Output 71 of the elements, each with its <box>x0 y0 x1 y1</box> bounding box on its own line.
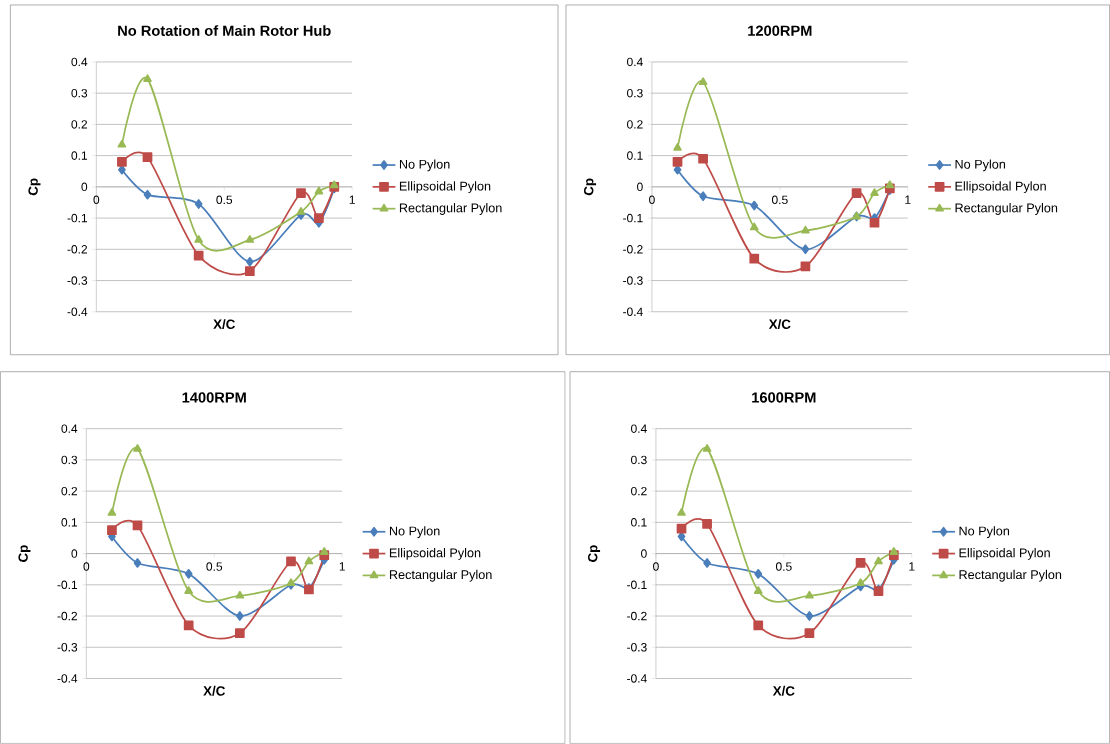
y-tick-label: -0.4 <box>623 307 643 317</box>
y-tick-label: 0.1 <box>627 151 643 160</box>
x-axis-title: X/C <box>768 319 791 330</box>
legend-label: Rectangular Pylon <box>955 203 1058 215</box>
chart-title: 1400RPM <box>182 392 246 403</box>
y-tick-label: -0.4 <box>57 674 78 683</box>
y-tick-label: -0.3 <box>627 643 647 652</box>
legend-label: No Pylon <box>955 159 1006 172</box>
x-tick-label: 1 <box>905 195 911 204</box>
legend-label: No Pylon <box>399 159 450 172</box>
y-axis-title: Cp <box>28 178 41 196</box>
chart-title: 1200RPM <box>748 25 812 36</box>
chart-title: No Rotation of Main Rotor Hub <box>118 25 331 36</box>
y-tick-label: 0 <box>641 549 647 558</box>
y-tick-label: -0.2 <box>623 245 643 254</box>
y-tick-label: 0.2 <box>631 486 647 496</box>
y-tick-label: 0.3 <box>627 88 643 98</box>
y-tick-label: -0.2 <box>67 245 88 254</box>
legend-label: Ellipsoidal Pylon <box>399 181 491 194</box>
y-tick-label: 0.4 <box>631 424 647 434</box>
y-tick-label: 0 <box>637 182 643 192</box>
legend-label: No Pylon <box>389 526 440 539</box>
y-tick-label: -0.4 <box>627 674 647 683</box>
y-tick-label: -0.3 <box>57 643 78 652</box>
legend-label: Ellipsoidal Pylon <box>959 548 1050 560</box>
y-tick-label: -0.2 <box>627 611 647 621</box>
y-tick-label: 0.3 <box>61 455 78 465</box>
x-tick-label: 0.5 <box>775 562 792 571</box>
x-tick-label: 0 <box>653 562 659 571</box>
y-tick-label: -0.1 <box>57 580 78 590</box>
y-tick-label: 0.4 <box>71 57 88 67</box>
y-tick-label: 0.3 <box>71 88 88 98</box>
x-tick-label: 0.5 <box>206 562 223 571</box>
y-tick-label: -0.3 <box>67 276 88 285</box>
y-axis-title: Cp <box>588 545 601 562</box>
y-tick-label: -0.4 <box>67 307 88 317</box>
legend-label: Ellipsoidal Pylon <box>955 181 1046 194</box>
y-tick-label: 0.3 <box>631 455 647 465</box>
x-axis-title: X/C <box>772 685 795 696</box>
y-tick-label: -0.1 <box>627 580 647 590</box>
x-tick-label: 0.5 <box>216 195 233 205</box>
x-tick-label: 0.5 <box>771 195 788 205</box>
y-tick-label: 0.1 <box>631 518 647 527</box>
legend-label: Rectangular Pylon <box>389 569 492 582</box>
y-tick-label: 0.2 <box>61 486 78 496</box>
legend-label: Rectangular Pylon <box>399 203 502 215</box>
legend-label: Ellipsoidal Pylon <box>389 548 481 560</box>
y-tick-label: 0 <box>81 182 88 192</box>
x-tick-label: 0 <box>93 195 100 205</box>
y-tick-label: -0.1 <box>623 213 643 223</box>
y-tick-label: 0.2 <box>71 120 88 129</box>
y-tick-label: 0 <box>71 549 78 558</box>
y-tick-label: -0.3 <box>623 276 643 285</box>
y-tick-label: 0.4 <box>61 424 78 434</box>
x-tick-label: 1 <box>349 195 355 204</box>
y-tick-label: 0.1 <box>61 518 78 527</box>
y-axis-title: Cp <box>18 545 31 562</box>
x-tick-label: 1 <box>339 562 345 571</box>
y-tick-label: 0.4 <box>627 57 643 67</box>
x-tick-label: 1 <box>909 562 915 571</box>
y-tick-label: 0.2 <box>627 120 643 129</box>
legend-label: Rectangular Pylon <box>959 569 1062 582</box>
y-tick-label: -0.2 <box>57 611 78 621</box>
x-tick-label: 0 <box>649 195 655 205</box>
y-axis-title: Cp <box>584 178 597 196</box>
y-tick-label: -0.1 <box>67 213 88 223</box>
y-tick-label: 0.1 <box>71 151 88 160</box>
legend-label: No Pylon <box>959 526 1010 539</box>
x-axis-title: X/C <box>203 685 225 696</box>
chart-title: 1600RPM <box>752 392 816 403</box>
x-axis-title: X/C <box>213 319 235 330</box>
